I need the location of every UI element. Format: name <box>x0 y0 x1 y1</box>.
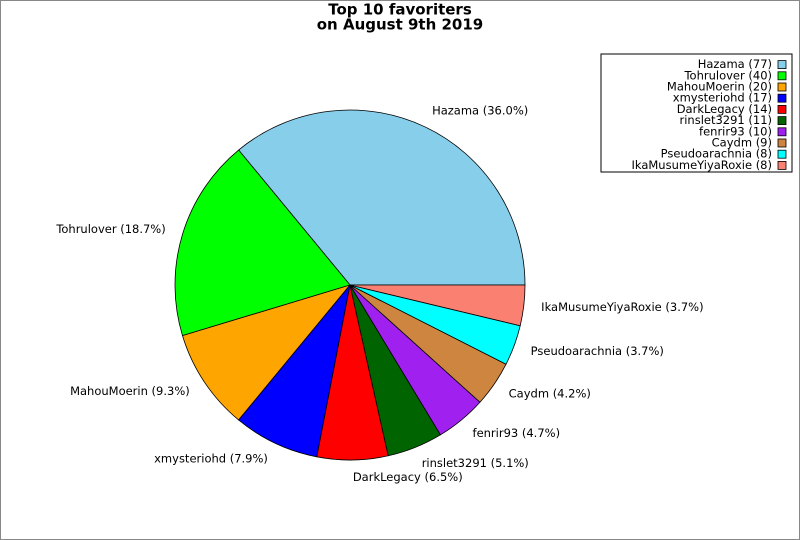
slice-label: Tohrulover (18.7%) <box>55 222 165 236</box>
slice-label: DarkLegacy (6.5%) <box>353 470 463 484</box>
legend-swatch <box>777 93 787 103</box>
legend-label: fenrir93 (10) <box>699 124 772 138</box>
pie-slice <box>349 284 526 327</box>
legend-swatch <box>777 149 787 159</box>
legend-label: Pseudoarachnia (8) <box>661 147 772 161</box>
legend-swatch <box>777 138 787 148</box>
legend-swatch <box>777 60 787 69</box>
legend-swatch <box>777 82 787 92</box>
slice-label: Caydm (4.2%) <box>509 386 591 400</box>
legend-label: DarkLegacy (14) <box>677 102 772 116</box>
legend-label: Hazama (77) <box>698 57 772 71</box>
pie-slice <box>181 284 352 421</box>
legend-label: rinslet3291 (11) <box>679 113 772 127</box>
slice-label: xmysteriohd (7.9%) <box>154 452 268 466</box>
legend-label: xmysteriohd (17) <box>673 91 772 105</box>
legend-label: Caydm (9) <box>712 136 772 150</box>
legend-box <box>600 53 793 173</box>
pie-slice <box>174 149 351 337</box>
legend-label: IkaMusumeYiyaRoxie (8) <box>631 158 772 172</box>
legend-swatch <box>777 127 787 137</box>
slice-label: IkaMusumeYiyaRoxie (3.7%) <box>541 300 703 314</box>
legend-swatch <box>777 160 787 170</box>
slice-label: fenrir93 (4.7%) <box>473 426 561 440</box>
legend-label: MahouMoerin (20) <box>667 80 772 94</box>
legend-swatch <box>777 116 787 125</box>
slice-label: Pseudoarachnia (3.7%) <box>531 344 664 358</box>
chart-title: Top 10 favoriters <box>328 1 472 19</box>
pie-slice <box>238 109 526 286</box>
legend-label: Tohrulover (40) <box>683 68 772 82</box>
legend-swatch <box>777 105 787 114</box>
slice-label: MahouMoerin (9.3%) <box>70 384 190 398</box>
slice-label: rinslet3291 (5.1%) <box>422 456 529 470</box>
slice-label: Hazama (36.0%) <box>432 103 528 117</box>
chart-subtitle: on August 9th 2019 <box>317 16 484 34</box>
legend-swatch <box>777 71 787 81</box>
